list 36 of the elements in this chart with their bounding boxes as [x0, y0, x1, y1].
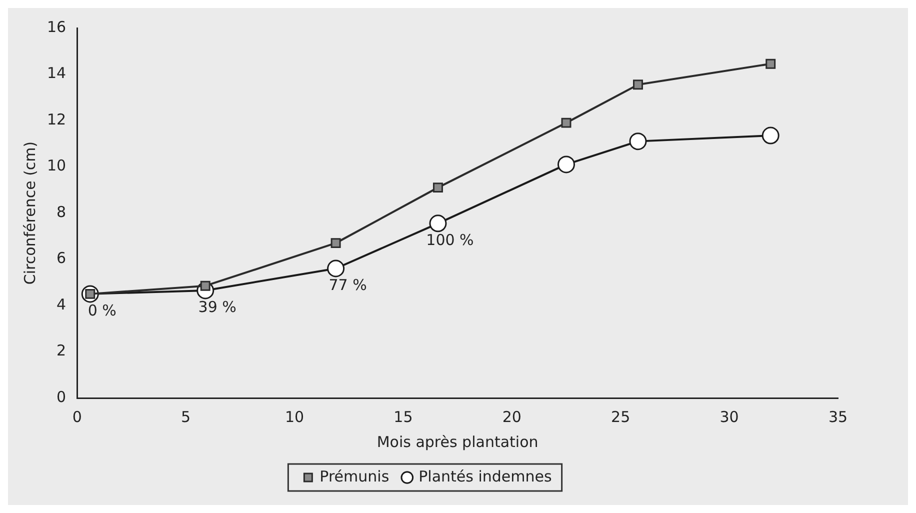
point: [200, 280, 210, 291]
y-tick-label: 2: [56, 342, 66, 360]
x-tick-label: 20: [502, 408, 522, 426]
annotation: 0 %: [88, 301, 116, 320]
y-tick-label: 16: [46, 18, 66, 36]
x-tick-label: 35: [828, 408, 848, 426]
point: [557, 156, 575, 174]
y-tick-label: 12: [46, 110, 66, 128]
y-tick-label: 4: [56, 295, 66, 314]
annotation: 77 %: [328, 276, 367, 294]
point: [762, 126, 780, 144]
x-tick-label: 0: [72, 408, 82, 426]
legend-label: Plantés indemnes: [418, 467, 552, 486]
x-tick-label: 5: [181, 408, 191, 426]
legend-label: Prémunis: [320, 467, 390, 486]
x-tick-label: 30: [720, 408, 739, 426]
y-tick-label: 14: [46, 64, 66, 82]
x-axis-title: Mois après plantation: [376, 432, 538, 451]
point: [561, 118, 572, 128]
y-tick-label: 8: [56, 202, 66, 221]
point: [629, 132, 647, 150]
point: [330, 238, 341, 248]
y-tick-label: 6: [56, 249, 66, 268]
point: [432, 182, 443, 193]
x-tick-label: 15: [394, 408, 413, 426]
point: [766, 58, 776, 69]
annotation: 100 %: [426, 230, 474, 249]
x-tick-label: 10: [284, 408, 304, 426]
point: [327, 260, 345, 278]
y-tick-label: 0: [56, 388, 66, 406]
y-tick-label: 10: [46, 156, 66, 175]
annotation: 39 %: [198, 298, 236, 316]
point: [429, 214, 447, 232]
point: [632, 80, 643, 90]
x-tick-label: 25: [611, 408, 630, 426]
y-axis-title: Circonférence (cm): [20, 141, 39, 285]
